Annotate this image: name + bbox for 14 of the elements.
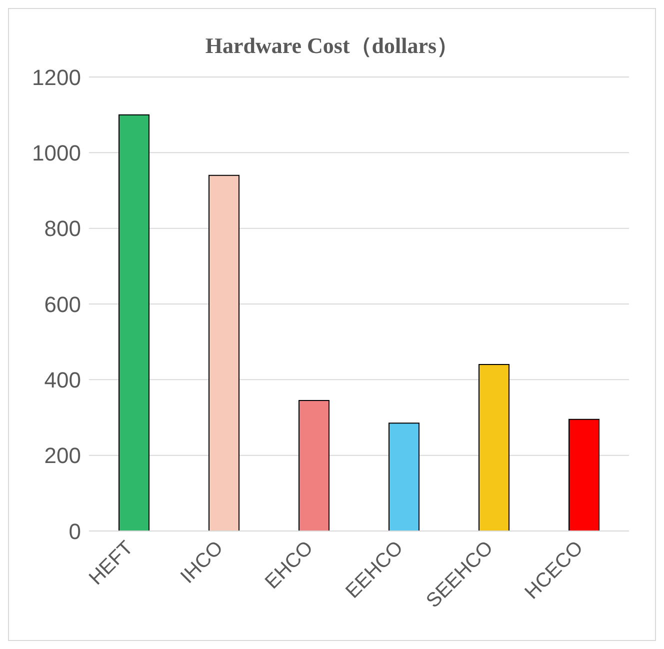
bar bbox=[568, 418, 600, 531]
bar bbox=[118, 114, 150, 531]
y-tick-label: 1000 bbox=[32, 140, 81, 166]
bar bbox=[478, 364, 510, 531]
y-tick-label: 400 bbox=[44, 367, 81, 392]
bar bbox=[298, 400, 330, 531]
y-tick-label: 800 bbox=[44, 216, 81, 242]
bar bbox=[208, 174, 240, 531]
bar bbox=[388, 422, 420, 531]
chart-title: Hardware Cost（dollars） bbox=[204, 32, 460, 60]
y-tick-label: 200 bbox=[44, 443, 81, 468]
y-tick-label: 0 bbox=[68, 518, 81, 544]
y-tick-label: 1200 bbox=[32, 64, 81, 90]
y-tick-label: 600 bbox=[44, 292, 81, 317]
